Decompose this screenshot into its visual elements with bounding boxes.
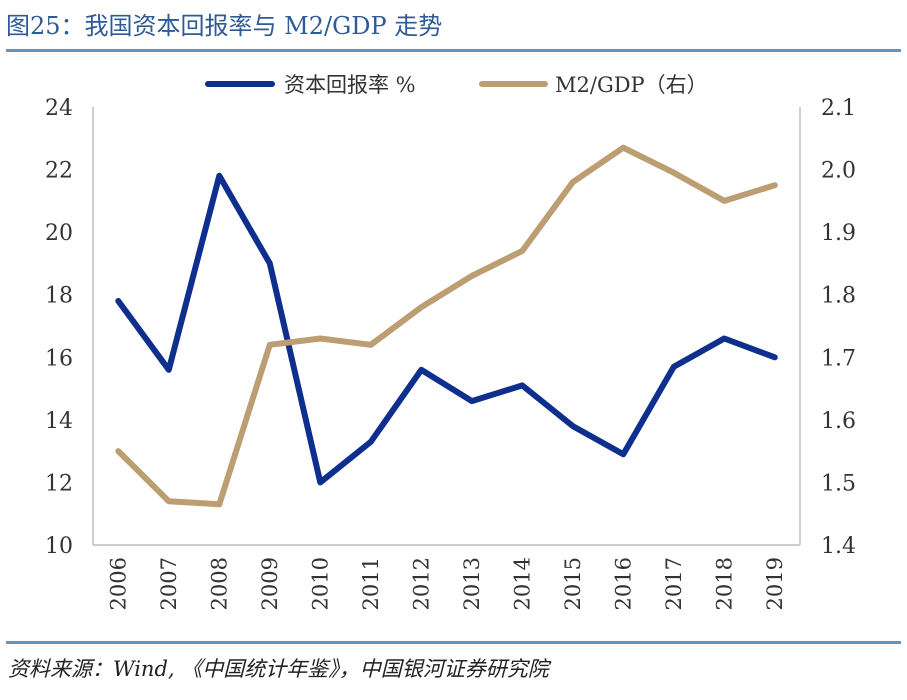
- y-left-tick-label: 10: [45, 534, 73, 559]
- x-tick-label: 2009: [258, 557, 282, 610]
- y-left-tick-label: 24: [45, 96, 73, 121]
- x-tick-label: 2007: [157, 557, 181, 610]
- legend-label: 资本回报率 %: [284, 73, 416, 97]
- y-left-tick-label: 16: [45, 346, 73, 371]
- x-tick-label: 2014: [510, 557, 534, 610]
- y-right-tick-label: 1.7: [821, 346, 856, 371]
- x-tick-label: 2012: [409, 557, 433, 610]
- x-tick-label: 2016: [611, 557, 635, 610]
- y-left-tick-label: 20: [45, 221, 73, 246]
- legend-label: M2/GDP（右）: [555, 73, 708, 97]
- x-tick-label: 2008: [207, 557, 231, 610]
- y-right-tick-label: 1.6: [821, 409, 856, 434]
- y-right-tick-label: 1.4: [821, 534, 856, 559]
- x-tick-label: 2011: [359, 557, 383, 610]
- figure-title: 图25：我国资本回报率与 M2/GDP 走势: [6, 12, 443, 40]
- y-left-tick-label: 18: [45, 284, 73, 309]
- y-right-tick-label: 1.9: [821, 221, 856, 246]
- bottom-divider: [6, 641, 901, 644]
- y-right-tick-label: 2.1: [821, 96, 856, 121]
- series-line-m2-gdp: [115, 144, 778, 508]
- x-tick-label: 2018: [712, 557, 736, 610]
- y-right-tick-label: 1.5: [821, 471, 856, 496]
- series-line-capital-return: [115, 172, 778, 486]
- x-tick-label: 2017: [662, 557, 686, 610]
- x-tick-label: 2019: [763, 557, 787, 610]
- y-left-tick-label: 12: [45, 471, 73, 496]
- y-left-tick-label: 22: [45, 159, 73, 184]
- x-tick-label: 2010: [308, 557, 332, 610]
- source-note: 资料来源：Wind, 《中国统计年鉴》，中国银河证券研究院: [8, 657, 549, 681]
- x-tick-label: 2015: [561, 557, 585, 610]
- y-left-tick-label: 14: [45, 409, 73, 434]
- top-divider: [6, 49, 901, 52]
- y-right-tick-label: 2.0: [821, 159, 856, 184]
- y-right-tick-label: 1.8: [821, 284, 856, 309]
- x-tick-label: 2013: [460, 557, 484, 610]
- x-tick-label: 2006: [106, 557, 130, 610]
